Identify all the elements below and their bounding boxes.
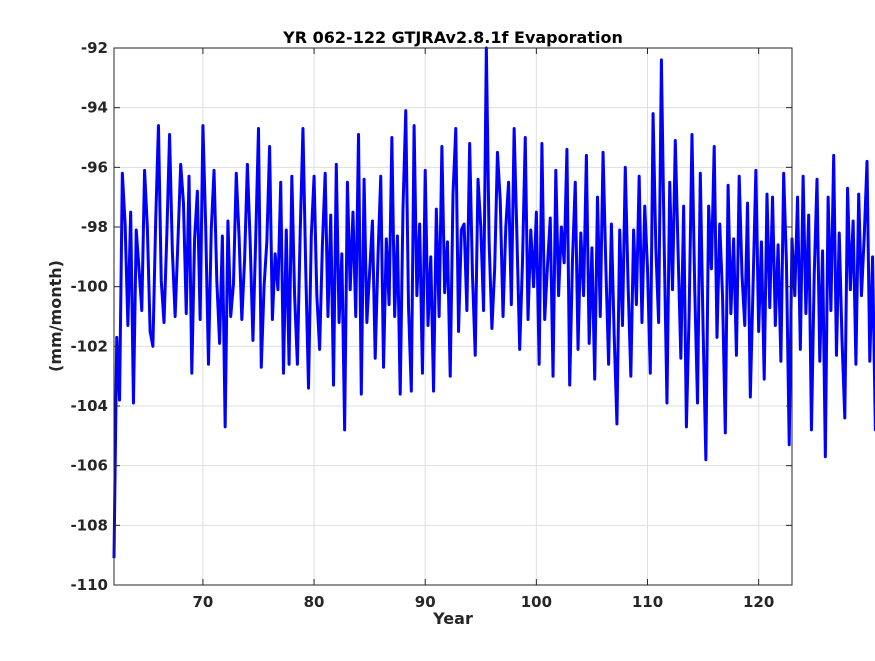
- y-tick-label: -92: [81, 39, 108, 57]
- y-tick-label: -102: [70, 337, 108, 355]
- x-tick-label: 120: [743, 593, 774, 611]
- y-tick-label: -110: [70, 576, 108, 594]
- y-tick-label: -94: [81, 99, 108, 117]
- y-tick-label: -104: [70, 397, 108, 415]
- y-tick-label: -106: [70, 457, 108, 475]
- y-tick-label: -96: [81, 158, 108, 176]
- x-tick-label: 90: [415, 593, 436, 611]
- y-axis-label: (mm/month): [46, 260, 65, 372]
- y-tick-label: -98: [81, 218, 108, 236]
- x-tick-label: 80: [304, 593, 325, 611]
- plot-frame: [113, 47, 793, 586]
- chart-title: YR 062-122 GTJRAv2.8.1f Evaporation: [282, 28, 623, 47]
- series-line: [112, 46, 875, 559]
- x-tick-label: 100: [521, 593, 552, 611]
- y-tick-label: -108: [70, 516, 108, 534]
- series-layer: [112, 46, 875, 559]
- x-axis-label: Year: [432, 609, 473, 628]
- y-tick-label: -100: [70, 278, 108, 296]
- x-tick-label: 110: [632, 593, 663, 611]
- tick-layer: 70 80 90 100 110 120 -92 -94 -96 -98 -100 -102 -104 -…: [70, 39, 792, 611]
- x-tick-label: 70: [192, 593, 213, 611]
